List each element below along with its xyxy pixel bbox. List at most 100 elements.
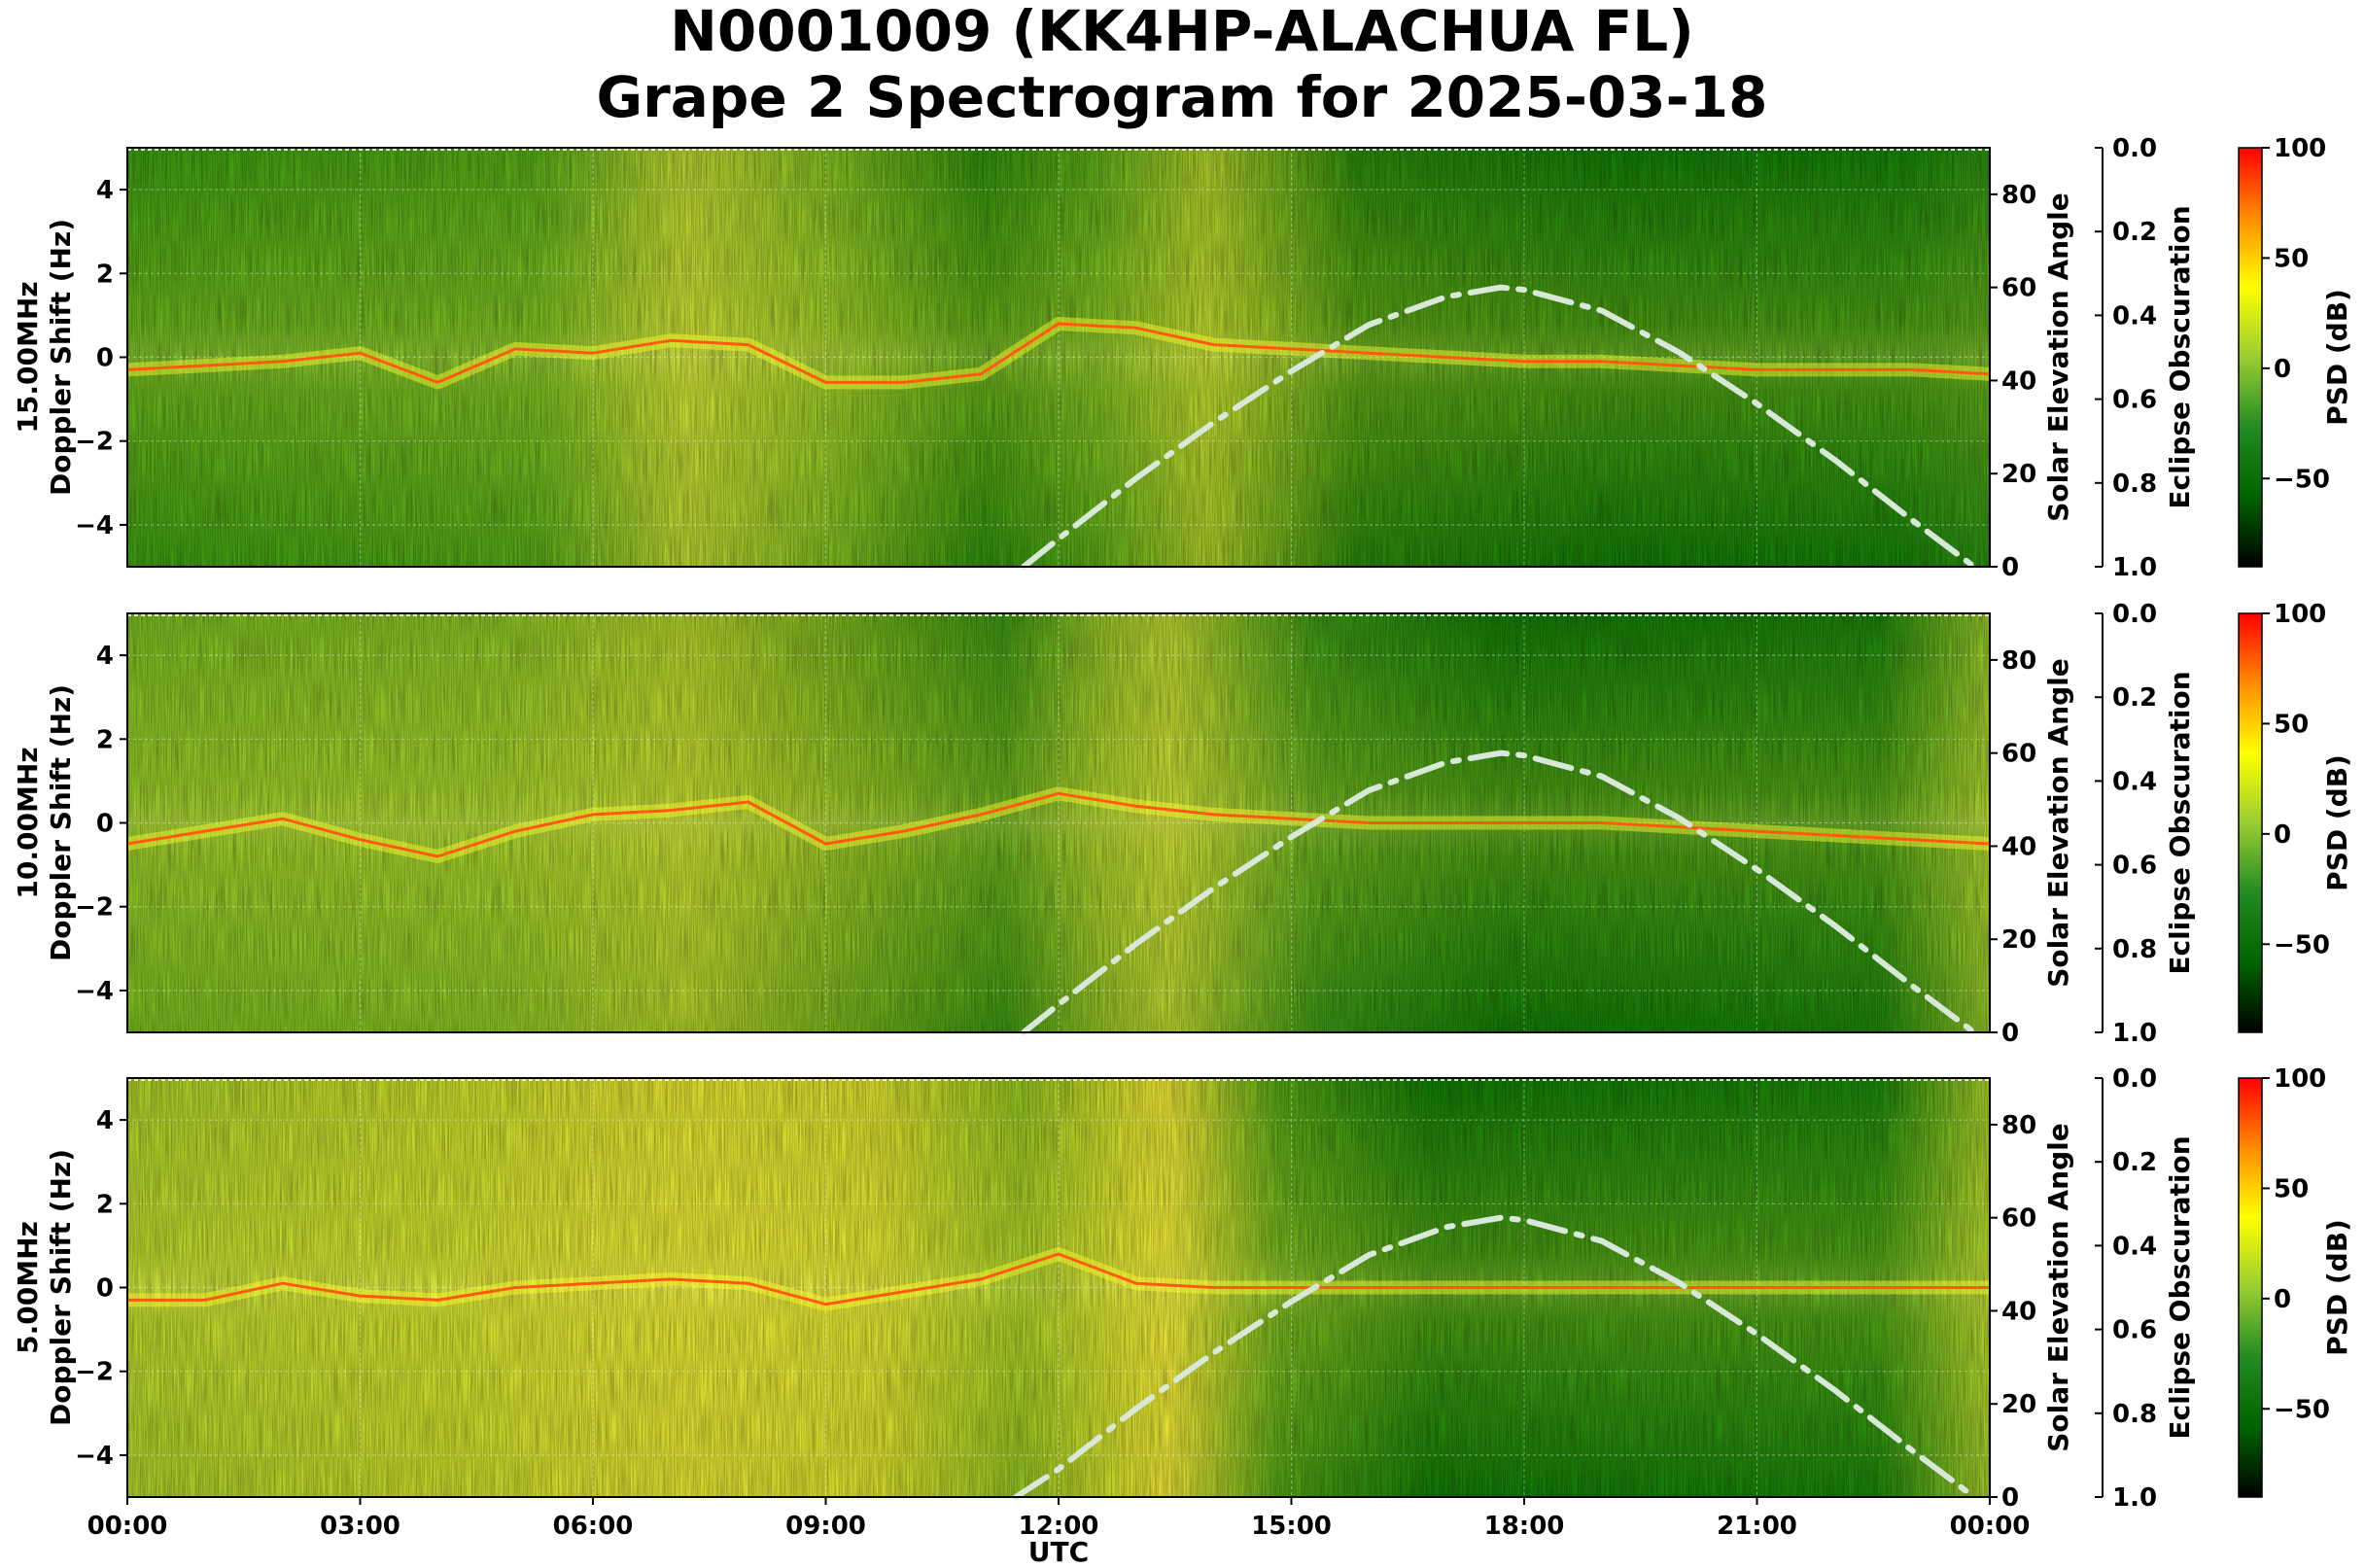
colorbar-tick-label: 100 — [2274, 600, 2326, 629]
ytick-label: 2 — [96, 1190, 114, 1219]
colorbar-tick-label: 100 — [2274, 1064, 2326, 1094]
ytick-label: 4 — [96, 642, 114, 671]
obscuration-tick-label: 0.4 — [2112, 767, 2157, 796]
y2tick-label: 20 — [2001, 460, 2036, 489]
spectrogram-noise — [127, 148, 1990, 567]
y2tick-label: 0 — [2001, 1019, 2019, 1048]
solar-elevation-axis-label: Solar Elevation Angle — [2042, 1123, 2074, 1451]
figure-title-line2: Grape 2 Spectrogram for 2025-03-18 — [597, 64, 1768, 130]
y2tick-label: 80 — [2001, 1111, 2036, 1140]
obscuration-tick-label: 0.2 — [2112, 1148, 2157, 1177]
panel-frequency-label: 5.00MHz — [12, 1221, 44, 1354]
colorbar-tick-label: 100 — [2274, 134, 2326, 163]
y2tick-label: 0 — [2001, 553, 2019, 582]
obscuration-tick-label: 1.0 — [2112, 553, 2157, 582]
panel-2: −4 −2 0 2 4 5.00MHz Doppler Shift (Hz) 0 20 40 60 8… — [12, 1064, 2353, 1568]
xtick-label: 12:00 — [1019, 1512, 1099, 1541]
obscuration-tick-label: 0.2 — [2112, 683, 2157, 713]
y2tick-label: 0 — [2001, 1483, 2019, 1513]
ytick-label: −4 — [75, 1442, 114, 1471]
panel-frequency-label: 15.00MHz — [12, 281, 44, 433]
doppler-axis-label: Doppler Shift (Hz) — [45, 684, 77, 961]
colorbar-tick-label: −50 — [2274, 1395, 2330, 1424]
ytick-label: 0 — [96, 344, 114, 373]
solar-elevation-axis-label: Solar Elevation Angle — [2042, 658, 2074, 987]
xtick-label: 00:00 — [87, 1512, 168, 1541]
psd-colorbar-label: PSD (dB) — [2321, 1219, 2353, 1356]
solar-elevation-curve — [1013, 1214, 1977, 1500]
xtick-label: 00:00 — [1950, 1512, 2031, 1541]
psd-colorbar — [2238, 612, 2263, 1033]
colorbar-tick-label: 0 — [2274, 820, 2291, 850]
xtick-label: 06:00 — [553, 1512, 634, 1541]
psd-colorbar-label: PSD (dB) — [2321, 754, 2353, 891]
colorbar-tick-label: 50 — [2274, 1174, 2309, 1203]
y2tick-label: 40 — [2001, 832, 2036, 861]
xtick-label: 18:00 — [1484, 1512, 1565, 1541]
ytick-label: 2 — [96, 260, 114, 289]
xtick-label: 15:00 — [1251, 1512, 1332, 1541]
ytick-label: 4 — [96, 176, 114, 205]
obscuration-tick-label: 0.6 — [2112, 1316, 2157, 1345]
doppler-axis-label: Doppler Shift (Hz) — [45, 219, 77, 496]
eclipse-obscuration-axis-label: Eclipse Obscuration — [2164, 1135, 2196, 1439]
obscuration-tick-label: 0.0 — [2112, 134, 2157, 163]
ytick-label: 2 — [96, 725, 114, 754]
obscuration-tick-label: 1.0 — [2112, 1019, 2157, 1048]
doppler-axis-label: Doppler Shift (Hz) — [45, 1149, 77, 1426]
xtick-label: 21:00 — [1717, 1512, 1797, 1541]
colorbar-tick-label: −50 — [2274, 930, 2330, 959]
doppler-trace — [126, 322, 1991, 384]
obscuration-tick-label: 0.4 — [2112, 1232, 2157, 1261]
y2tick-label: 40 — [2001, 1297, 2036, 1326]
doppler-trace — [127, 1252, 1990, 1307]
colorbar-tick-label: 50 — [2274, 710, 2309, 739]
y2tick-label: 20 — [2001, 925, 2036, 955]
colorbar-tick-label: 0 — [2274, 355, 2291, 384]
y2tick-label: 20 — [2001, 1390, 2036, 1419]
spectrogram-noise — [127, 613, 1990, 1032]
obscuration-tick-label: 0.8 — [2112, 1400, 2157, 1429]
ytick-label: −4 — [75, 511, 114, 540]
y2tick-label: 60 — [2001, 740, 2036, 769]
obscuration-tick-label: 1.0 — [2112, 1483, 2157, 1513]
eclipse-obscuration-axis-label: Eclipse Obscuration — [2164, 671, 2196, 974]
panel-1: −4 −2 0 2 4 10.00MHz Doppler Shift (Hz) 0 20 40 60… — [12, 600, 2353, 1048]
obscuration-tick-label: 0.2 — [2112, 218, 2157, 247]
colorbar-tick-label: −50 — [2274, 465, 2330, 494]
ytick-label: 4 — [96, 1106, 114, 1135]
obscuration-tick-label: 0.6 — [2112, 852, 2157, 881]
obscuration-tick-label: 0.0 — [2112, 600, 2157, 629]
xtick-label: 09:00 — [785, 1512, 866, 1541]
y2tick-label: 60 — [2001, 1204, 2036, 1234]
doppler-trace — [126, 791, 1991, 858]
obscuration-tick-label: 0.8 — [2112, 470, 2157, 499]
ytick-label: 0 — [96, 810, 114, 839]
solar-elevation-curve — [1021, 749, 1977, 1035]
y2tick-label: 80 — [2001, 181, 2036, 210]
ytick-label: −4 — [75, 977, 114, 1006]
xtick-label: 03:00 — [320, 1512, 400, 1541]
panel-0: −4 −2 0 2 4 15.00MHz Doppler Shift (Hz) 0 20 40 60… — [12, 134, 2353, 582]
ytick-label: 0 — [96, 1274, 114, 1304]
figure-title-line1: N0001009 (KK4HP-ALACHUA FL) — [670, 0, 1693, 64]
ytick-label: −2 — [75, 1358, 114, 1387]
colorbar-tick-label: 50 — [2274, 244, 2309, 273]
psd-colorbar — [2238, 147, 2263, 568]
y2tick-label: 40 — [2001, 366, 2036, 396]
obscuration-tick-label: 0.8 — [2112, 935, 2157, 964]
obscuration-tick-label: 0.4 — [2112, 301, 2157, 331]
colorbar-tick-label: 0 — [2274, 1285, 2291, 1314]
y2tick-label: 80 — [2001, 646, 2036, 676]
eclipse-obscuration-axis-label: Eclipse Obscuration — [2164, 205, 2196, 508]
obscuration-tick-label: 0.6 — [2112, 386, 2157, 415]
obscuration-tick-label: 0.0 — [2112, 1064, 2157, 1094]
psd-colorbar-label: PSD (dB) — [2321, 289, 2353, 426]
solar-elevation-axis-label: Solar Elevation Angle — [2042, 192, 2074, 521]
panel-frequency-label: 10.00MHz — [12, 747, 44, 898]
ytick-label: −2 — [75, 428, 114, 457]
psd-colorbar — [2238, 1077, 2263, 1498]
x-axis-label: UTC — [1028, 1536, 1089, 1568]
